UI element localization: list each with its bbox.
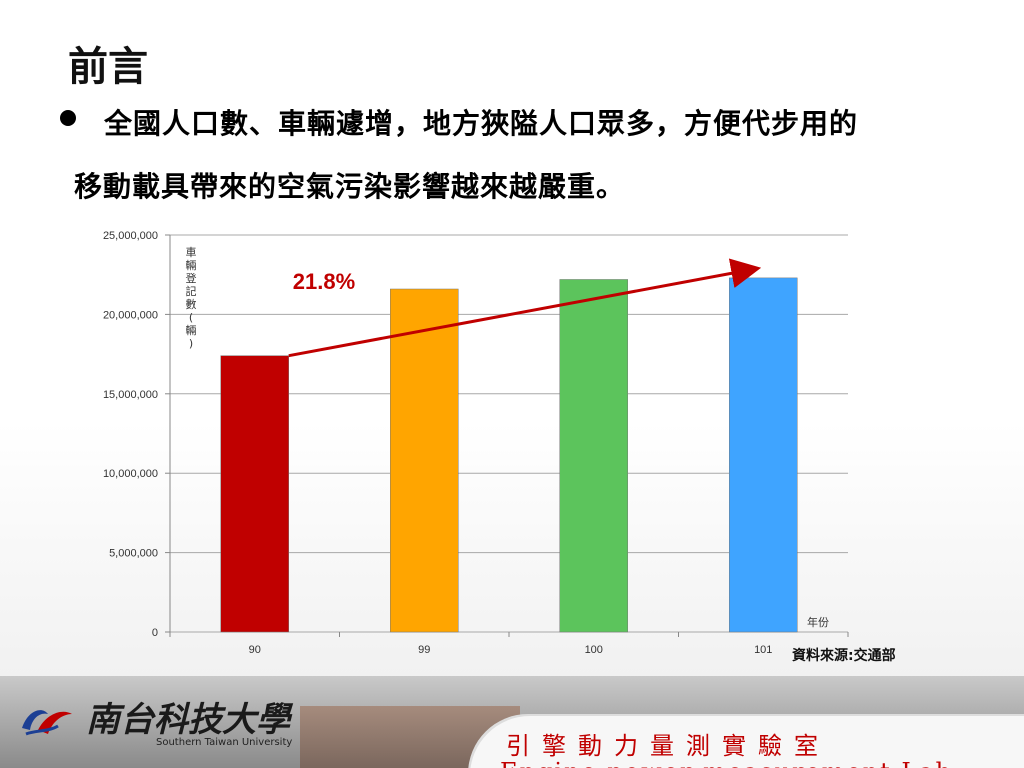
x-axis-label: 年份 [807,615,829,629]
growth-annotation: 21.8% [293,269,355,294]
school-name-english: Southern Taiwan University [156,737,293,748]
bar-90 [220,355,289,633]
x-tick-label: 99 [418,644,430,656]
school-name: 南台科技大學 [86,700,290,740]
footer-banner: 南台科技大學 Southern Taiwan University 引擎動力量測… [0,676,1024,768]
lab-name: 引擎動力量測實驗室 [506,732,830,760]
footer-plate [470,716,1024,768]
y-axis-label: 車輛登記數(輛) [186,245,197,350]
y-tick-label: 0 [152,627,158,639]
source-note: 資料來源:交通部 [792,647,896,664]
bar-99 [390,288,459,633]
bar-chart: 0 5,000,000 10,000,000 15,000,000 20,000,000… [103,230,896,664]
lab-name-english: Engine power measurement Lab [500,758,953,768]
y-tick-label: 25,000,000 [103,230,158,242]
page-title: 前言 [68,43,148,90]
bullet-text-line2: 移動載具帶來的空氣污染影響越來越嚴重。 [74,170,626,203]
y-tick-label: 15,000,000 [103,389,158,401]
bar-100 [559,279,628,633]
x-tick-label: 90 [249,644,261,656]
x-tick-label: 101 [754,644,772,656]
y-tick-label: 10,000,000 [103,468,158,480]
growth-arrow [288,258,762,358]
bullet-text-line1: 全國人口數、車輛遽增，地方狹隘人口眾多，方便代步用的 [104,107,859,140]
y-tick-label: 20,000,000 [103,309,158,321]
bullet-dot [60,110,76,126]
university-logo-icon [22,710,72,736]
bar-101 [729,277,798,633]
y-tick-label: 5,000,000 [109,548,158,560]
x-tick-label: 100 [585,644,603,656]
